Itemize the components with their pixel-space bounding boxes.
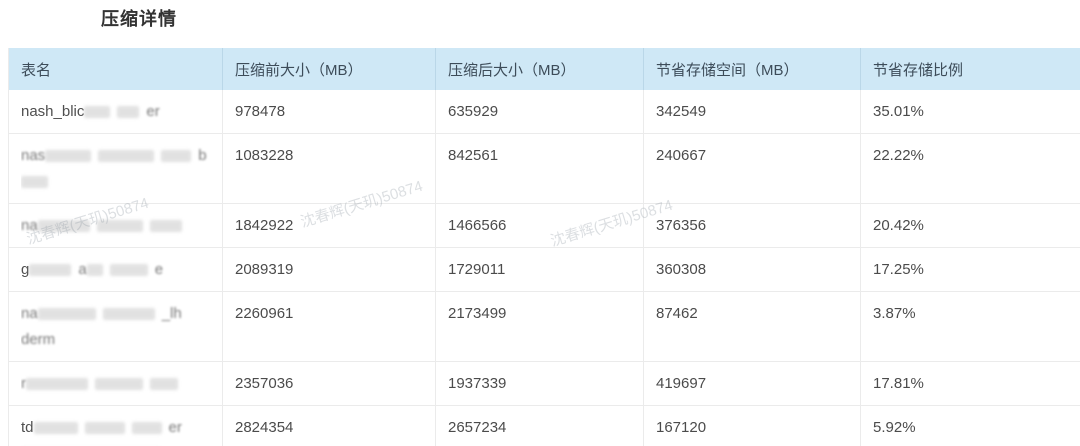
- table-name-fragment: nash_blic: [21, 103, 85, 120]
- cell-size-before: 2089319: [223, 248, 436, 291]
- redacted-text-block: [149, 220, 182, 233]
- cell-size-after: 1937339: [436, 362, 644, 405]
- redacted-text-block: [102, 308, 155, 321]
- table-name-fragment: derm: [21, 331, 56, 348]
- redacted-text-block: [37, 308, 96, 321]
- table-row: na 1842922 1466566 376356 20.42%: [9, 204, 1080, 248]
- table-name-fragment: b: [198, 147, 207, 164]
- redacted-text-block: [96, 220, 143, 233]
- cell-table-name: na: [9, 204, 223, 247]
- cell-space-saved: 240667: [644, 134, 861, 203]
- redacted-text-block: [150, 378, 178, 391]
- redacted-text-block: [84, 106, 111, 119]
- cell-size-after: 2657234: [436, 406, 644, 446]
- cell-space-saved: 360308: [644, 248, 861, 291]
- compression-details-table: 表名 压缩前大小（MB） 压缩后大小（MB） 节省存储空间（MB） 节省存储比例…: [8, 48, 1080, 446]
- cell-space-saved: 167120: [644, 406, 861, 446]
- table-name-fragment: nas: [21, 147, 46, 164]
- cell-size-after: 635929: [436, 90, 644, 133]
- redacted-text-block: [26, 378, 88, 391]
- column-header-size-after: 压缩后大小（MB）: [436, 48, 644, 90]
- cell-size-before: 1842922: [223, 204, 436, 247]
- cell-size-after: 842561: [436, 134, 644, 203]
- cell-table-name: td er: [9, 406, 223, 446]
- cell-table-name: nas b: [9, 134, 223, 203]
- redacted-text-block: [131, 422, 162, 435]
- table-row: nas b 1083228 842561 240667 22.22%: [9, 134, 1080, 204]
- table-name-fragment: er: [168, 419, 182, 436]
- table-name-fragment: na: [21, 305, 38, 322]
- table-name-fragment: er: [146, 103, 160, 120]
- redacted-text-block: [84, 422, 125, 435]
- page-title: 压缩详情: [101, 9, 177, 29]
- table-name-fragment: g: [21, 261, 30, 278]
- cell-size-after: 2173499: [436, 292, 644, 361]
- redacted-text-block: [45, 150, 92, 163]
- redacted-text-block: [33, 422, 78, 435]
- cell-table-name: r: [9, 362, 223, 405]
- cell-space-saved: 376356: [644, 204, 861, 247]
- redacted-text-block: [109, 264, 148, 277]
- table-body: nash_blic er 978478 635929 342549 35.01% nas b 1…: [9, 90, 1080, 446]
- table-name-fragment: _lh: [161, 305, 182, 322]
- cell-size-before: 2260961: [223, 292, 436, 361]
- cell-size-before: 978478: [223, 90, 436, 133]
- cell-saved-ratio: 22.22%: [873, 147, 924, 164]
- cell-space-saved: 87462: [644, 292, 861, 361]
- cell-size-before: 2357036: [223, 362, 436, 405]
- redacted-text-block: [117, 106, 140, 119]
- table-name-fragment: td: [21, 419, 34, 436]
- cell-size-before: 1083228: [223, 134, 436, 203]
- cell-saved-ratio: 20.42%: [873, 217, 924, 234]
- redacted-text-block: [98, 150, 155, 163]
- redacted-text-block: [86, 264, 103, 277]
- cell-size-after: 1466566: [436, 204, 644, 247]
- cell-saved-ratio: 3.87%: [873, 305, 916, 322]
- table-name-fragment: a: [78, 261, 87, 278]
- redacted-text-block: [161, 150, 192, 163]
- column-header-space-saved: 节省存储空间（MB）: [644, 48, 861, 90]
- cell-space-saved: 342549: [644, 90, 861, 133]
- table-header-row: 表名 压缩前大小（MB） 压缩后大小（MB） 节省存储空间（MB） 节省存储比例: [9, 48, 1080, 90]
- cell-size-before: 2824354: [223, 406, 436, 446]
- redacted-text-block: [95, 378, 143, 391]
- redacted-text-block: [21, 176, 48, 189]
- table-name-fragment: e: [154, 261, 164, 278]
- redacted-text-block: [37, 220, 90, 233]
- cell-table-name: nash_blic er: [9, 90, 223, 133]
- table-name-fragment: r: [21, 375, 26, 392]
- cell-saved-ratio: 5.92%: [873, 419, 916, 436]
- cell-saved-ratio: 35.01%: [873, 103, 924, 120]
- column-header-size-before: 压缩前大小（MB）: [223, 48, 436, 90]
- cell-size-after: 1729011: [436, 248, 644, 291]
- table-name-fragment: na: [21, 217, 38, 234]
- cell-saved-ratio: 17.25%: [873, 261, 924, 278]
- table-row: nash_blic er 978478 635929 342549 35.01%: [9, 90, 1080, 134]
- cell-saved-ratio: 17.81%: [873, 375, 924, 392]
- column-header-saved-ratio: 节省存储比例: [873, 61, 964, 79]
- redacted-text-block: [29, 264, 72, 277]
- cell-space-saved: 419697: [644, 362, 861, 405]
- table-row: td er 2824354 2657234 167120 5.92%: [9, 406, 1080, 446]
- table-row: r 2357036 1937339 419697 17.81%: [9, 362, 1080, 406]
- table-row: g a e 2089319 1729011 360308 17.25%: [9, 248, 1080, 292]
- column-header-table-name: 表名: [9, 48, 223, 90]
